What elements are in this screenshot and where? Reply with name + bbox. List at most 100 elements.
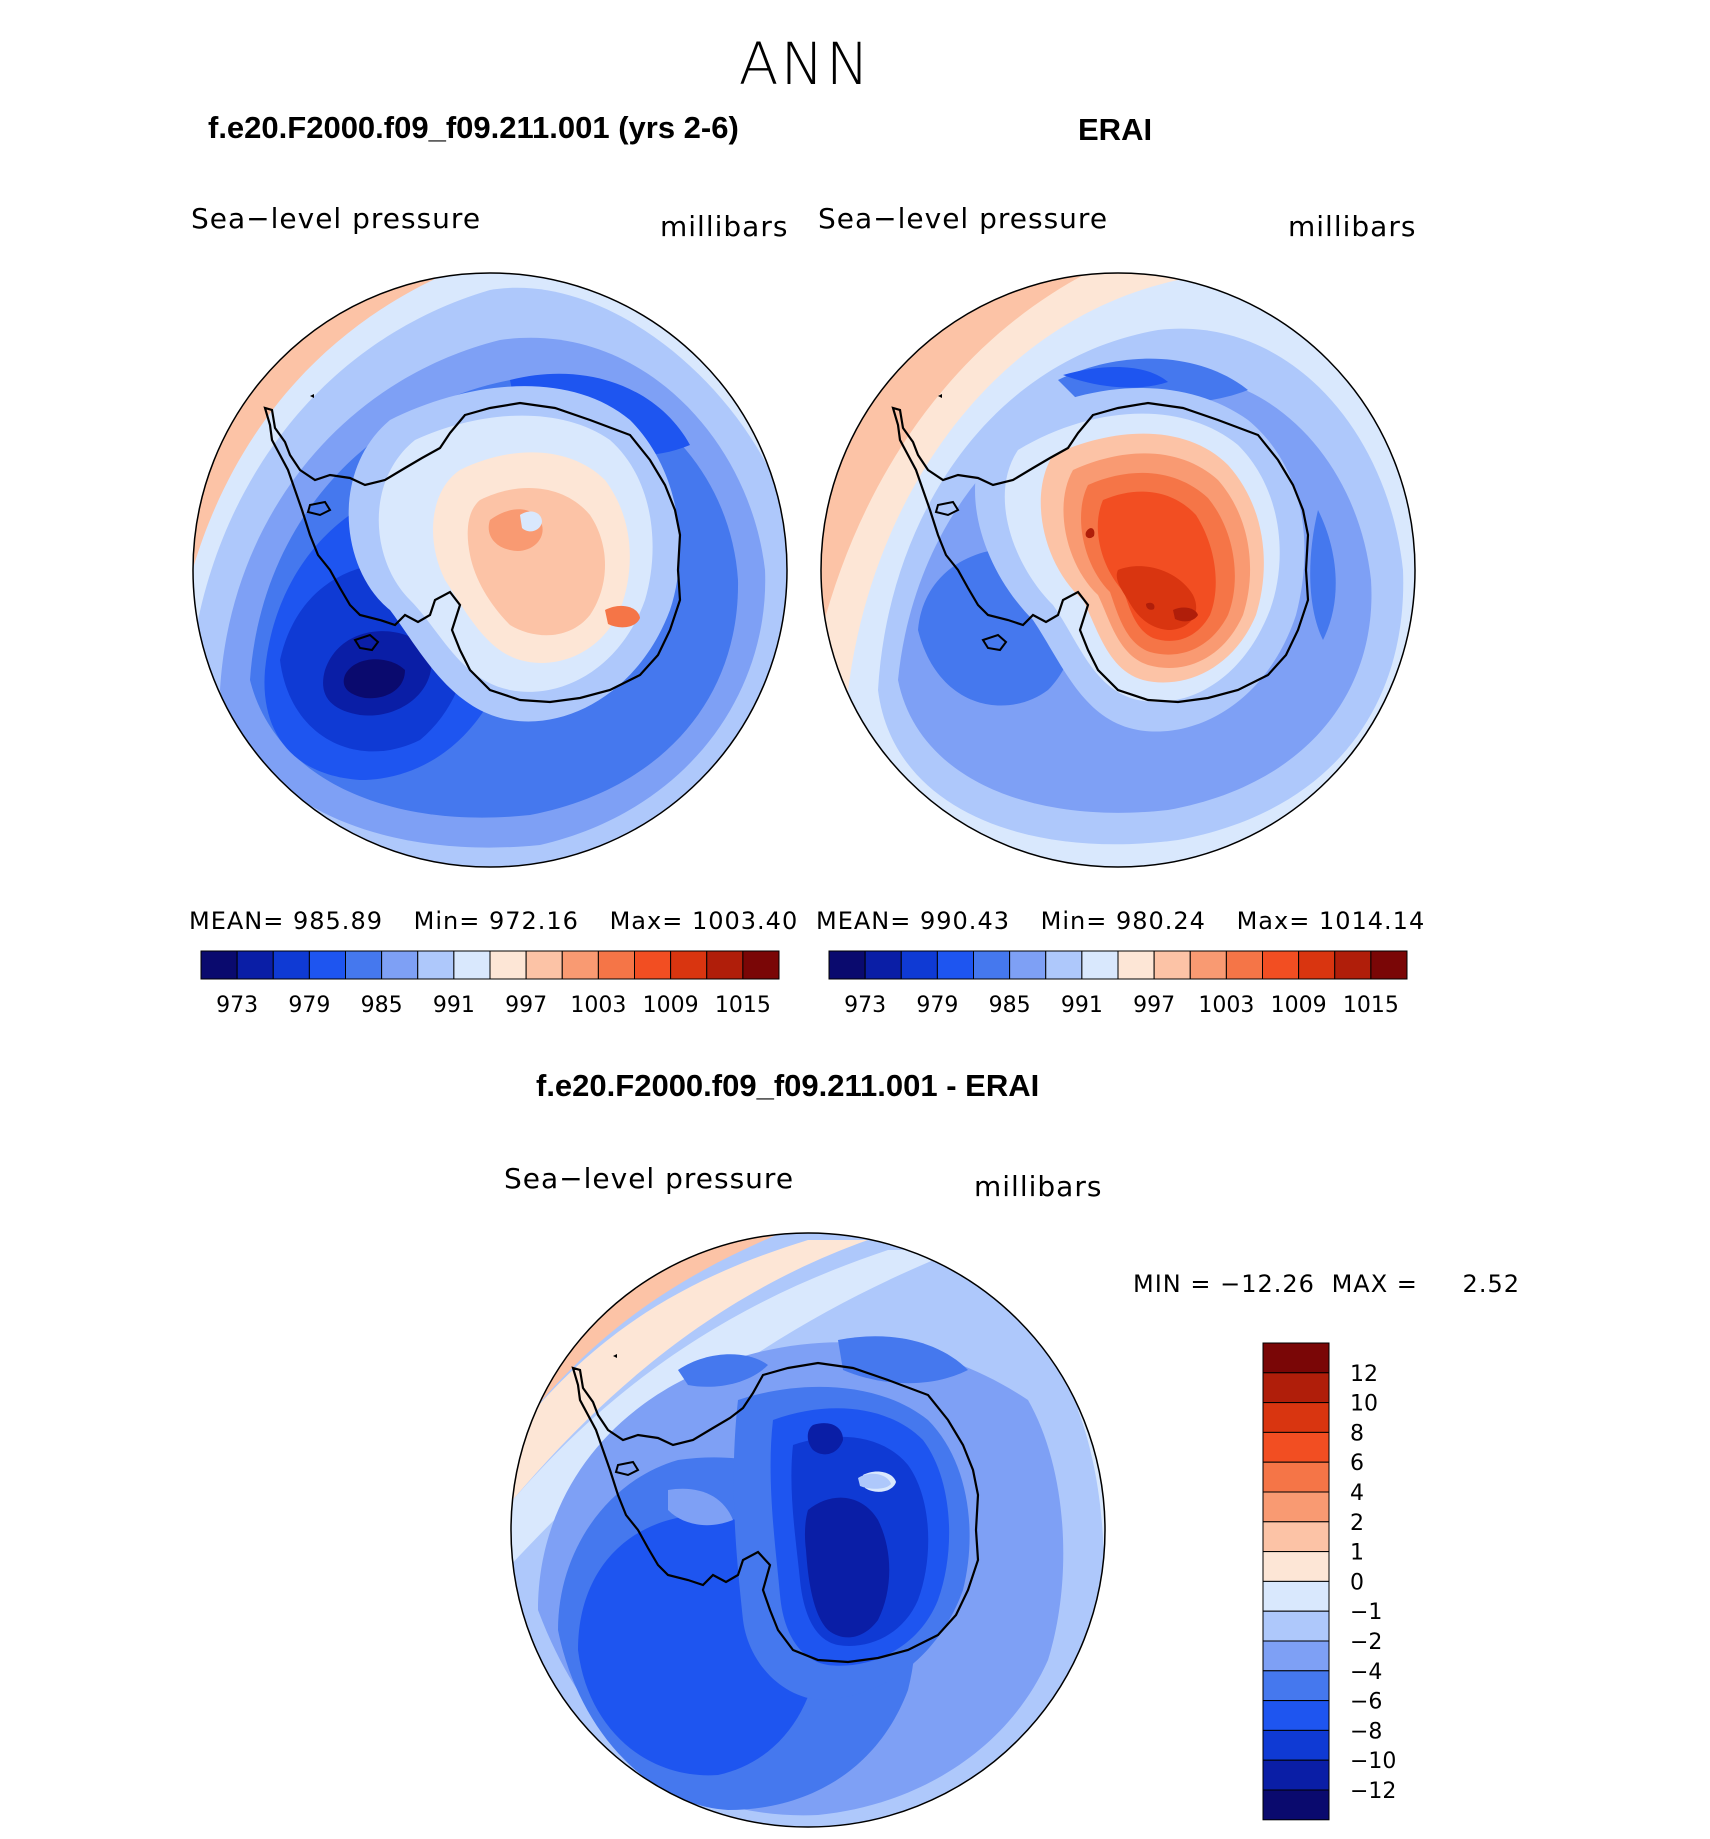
model-stats: MEAN= 985.89 Min= 972.16 Max= 1003.40 [189,907,798,935]
model-panel-title: f.e20.F2000.f09_f09.211.001 (yrs 2-6) [208,110,739,145]
model-max-value: 1003.40 [691,907,799,935]
diff-colorbar-tick-label: 8 [1350,1421,1364,1446]
diff-colorbar-tick-label: 2 [1350,1511,1364,1536]
diff-map [510,1232,1106,1828]
diff-colorbar-tick-label: 12 [1350,1362,1378,1387]
diff-colorbar-box [1262,1640,1330,1672]
model-colorbar-box [453,950,491,980]
obs-colorbar-box [1298,950,1336,980]
diff-units-label: millibars [974,1170,1103,1203]
diff-colorbar-box [1262,1491,1330,1523]
obs-mean-label: MEAN= [816,907,912,935]
obs-colorbar-box [1262,950,1300,980]
obs-colorbar-tick-label: 1009 [1271,993,1327,1018]
model-min-label: Min= [413,907,481,935]
model-units-label: millibars [660,210,789,243]
obs-colorbar-box [1334,950,1372,980]
model-colorbar-box [236,950,274,980]
model-colorbar-box [200,950,238,980]
model-colorbar-box [670,950,708,980]
figure-title: ANN [738,30,872,98]
obs-colorbar-tick-label: 979 [916,993,958,1018]
model-min-value: 972.16 [488,907,579,935]
obs-colorbar-tick-label: 991 [1061,993,1103,1018]
diff-colorbar-box [1262,1431,1330,1463]
model-colorbar-box [525,950,563,980]
model-mean-value: 985.89 [293,907,383,935]
obs-max-value: 1014.14 [1318,907,1426,935]
model-colorbar: 973 979 985 991 997 1003 1009 1015 [200,950,780,1018]
diff-max-label: MAX = [1331,1270,1418,1298]
obs-colorbar-box [900,950,938,980]
obs-min-value: 980.24 [1115,907,1206,935]
diff-stats: MIN = −12.26 MAX = 2.52 [1133,1270,1520,1298]
diff-colorbar-tick-label: −10 [1350,1749,1396,1774]
obs-colorbar-box [1189,950,1227,980]
diff-colorbar-box [1262,1670,1330,1702]
diff-colorbar-box [1262,1580,1330,1612]
diff-colorbar-tick-label: 4 [1350,1481,1364,1506]
obs-colorbar-box [936,950,974,980]
model-colorbar-tick-label: 985 [361,993,403,1018]
obs-colorbar-box [973,950,1011,980]
diff-colorbar-tick-label: −6 [1350,1690,1382,1715]
model-colorbar-box [489,950,527,980]
diff-colorbar-tick-label: 0 [1350,1570,1364,1595]
obs-colorbar-box [1370,950,1408,980]
obs-colorbar-box [1117,950,1155,980]
diff-colorbar-tick-label: −1 [1350,1600,1382,1625]
obs-colorbar-tick-label: 997 [1133,993,1175,1018]
diff-min-value: −12.26 [1220,1270,1315,1298]
obs-colorbar-box [1153,950,1191,980]
diff-colorbar-box [1262,1521,1330,1553]
obs-colorbar-box [864,950,902,980]
obs-colorbar-tick-label: 1003 [1198,993,1254,1018]
obs-colorbar-tick-label: 973 [844,993,886,1018]
model-colorbar-tick-label: 979 [288,993,330,1018]
obs-variable-label: Sea−level pressure [818,202,1109,235]
diff-panel-title: f.e20.F2000.f09_f09.211.001 - ERAI [536,1068,1040,1103]
obs-units-label: millibars [1288,210,1417,243]
model-variable-label: Sea−level pressure [191,202,482,235]
model-colorbar-tick-label: 1003 [570,993,626,1018]
model-colorbar-box [706,950,744,980]
obs-colorbar-box [1225,950,1263,980]
diff-colorbar-box [1262,1729,1330,1761]
obs-max-label: Max= [1236,907,1311,935]
model-map [192,272,788,868]
model-colorbar-box [417,950,455,980]
model-colorbar-tick-label: 973 [216,993,258,1018]
diff-colorbar-tick-label: −8 [1350,1719,1382,1744]
model-max-label: Max= [609,907,684,935]
model-colorbar-box [634,950,672,980]
diff-colorbar-box [1262,1551,1330,1582]
obs-colorbar-box [1045,950,1083,980]
model-colorbar-box [308,950,346,980]
model-colorbar-box [381,950,419,980]
diff-min-label: MIN = [1133,1270,1212,1298]
model-colorbar-box [561,950,599,980]
obs-colorbar-box [1081,950,1119,980]
model-colorbar-tick-label: 997 [505,993,547,1018]
obs-colorbar-box [828,950,866,980]
diff-colorbar-tick-label: 6 [1350,1451,1364,1476]
diff-colorbar-box [1262,1342,1330,1374]
diff-colorbar-tick-label: −12 [1350,1779,1396,1804]
model-colorbar-box [742,950,780,980]
diff-colorbar-tick-label: −4 [1350,1660,1382,1685]
diff-colorbar-box [1262,1461,1330,1493]
model-colorbar-box [597,950,635,980]
diff-colorbar-box [1262,1610,1330,1642]
model-mean-label: MEAN= [189,907,285,935]
diff-max-value: 2.52 [1462,1270,1520,1298]
obs-colorbar-box [1009,950,1047,980]
obs-min-label: Min= [1040,907,1108,935]
model-colorbar-box [272,950,310,980]
diff-colorbar-box [1262,1372,1330,1404]
diff-colorbar-box [1262,1789,1330,1821]
obs-panel-title: ERAI [1078,112,1153,147]
diff-colorbar-tick-label: −2 [1350,1630,1382,1655]
obs-stats: MEAN= 990.43 Min= 980.24 Max= 1014.14 [816,907,1425,935]
model-colorbar-tick-label: 1015 [715,993,771,1018]
